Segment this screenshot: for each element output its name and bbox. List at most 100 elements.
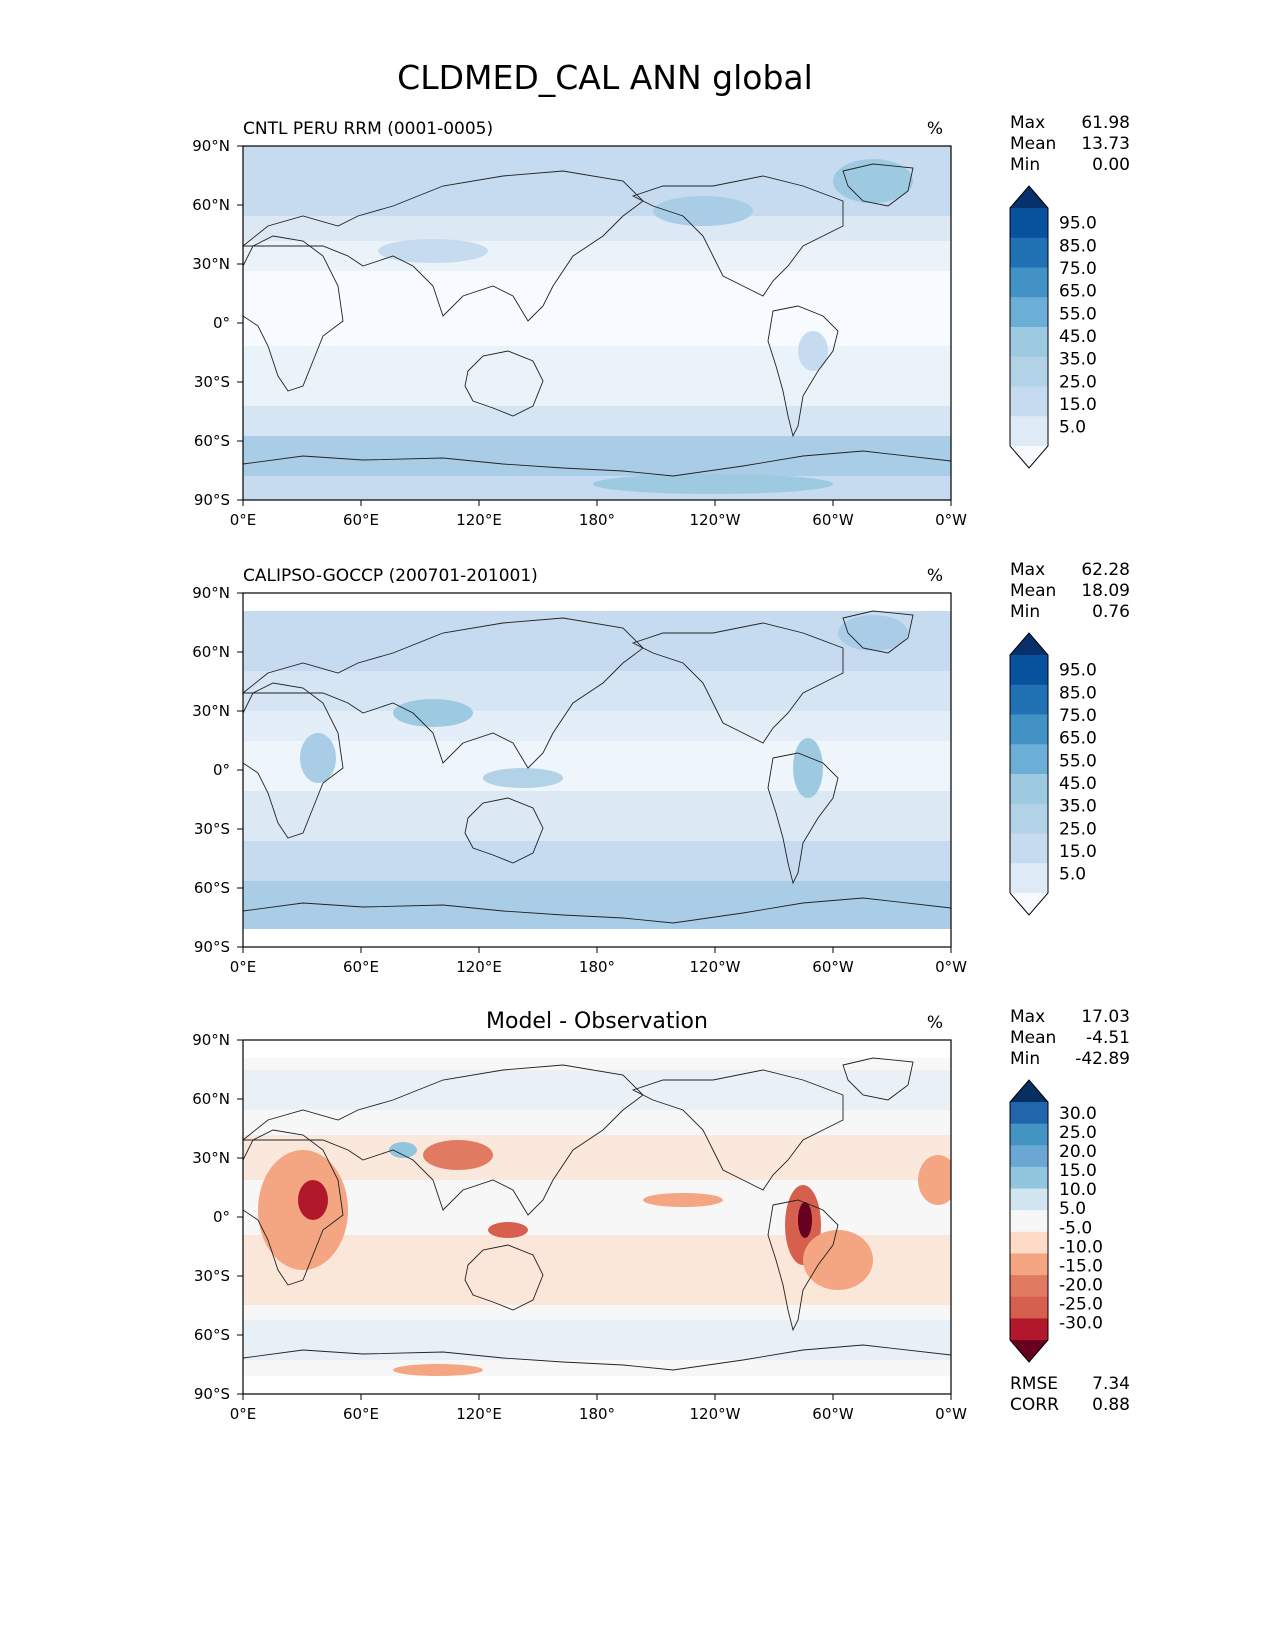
colorbar-label: 55.0 bbox=[1059, 751, 1097, 771]
colorbar-label: 20.0 bbox=[1059, 1142, 1097, 1162]
colorbar-segment bbox=[1010, 267, 1048, 298]
lon-tick-label: 180° bbox=[579, 511, 615, 529]
colorbar-label: 25.0 bbox=[1059, 819, 1097, 839]
lat-axis: 90°N 60°N 30°N 0° 30°S 60°S 90°S bbox=[192, 1031, 243, 1403]
lat-tick-label: 90°S bbox=[194, 1385, 230, 1403]
panel-units: % bbox=[927, 119, 943, 139]
colorbar-segment bbox=[1010, 1253, 1048, 1276]
colorbar-segment bbox=[1010, 327, 1048, 358]
colorbar-label: 65.0 bbox=[1059, 282, 1097, 302]
colorbar-label: -25.0 bbox=[1059, 1294, 1103, 1314]
colorbar-outline bbox=[1009, 632, 1049, 916]
figure-title: CLDMED_CAL ANN global bbox=[397, 58, 813, 97]
stat-max-value: 62.28 bbox=[1081, 560, 1130, 580]
colorbar-segment bbox=[1010, 356, 1048, 387]
lat-tick-label: 0° bbox=[213, 1208, 230, 1226]
side-legend-obs: Max 62.28 Mean 18.09 Min 0.76 95.085.0 75.0 65.… bbox=[1009, 560, 1130, 916]
colorbar-extend-bottom bbox=[1010, 1340, 1048, 1362]
stat-mean-label: Mean bbox=[1010, 134, 1056, 154]
colorbar-segment bbox=[1010, 863, 1048, 894]
lat-tick-label: 90°N bbox=[192, 137, 230, 155]
colorbar-label: 25.0 bbox=[1059, 372, 1097, 392]
stat-max-value: 61.98 bbox=[1081, 113, 1130, 133]
stat-mean-label: Mean bbox=[1010, 1028, 1056, 1048]
colorbar-extend-top bbox=[1010, 186, 1048, 208]
colorbar-segment bbox=[1010, 1231, 1048, 1254]
stat-max-label: Max bbox=[1010, 560, 1045, 580]
metric-rmse-label: RMSE bbox=[1010, 1374, 1058, 1394]
map-field-model bbox=[243, 146, 951, 500]
lat-tick-label: 0° bbox=[213, 761, 230, 779]
side-legend-model: Max 61.98 Mean 13.73 Min 0.00 95.085.0 75.0 65.… bbox=[1009, 113, 1130, 469]
coastlines bbox=[243, 163, 951, 477]
colorbar-segment bbox=[1010, 237, 1048, 268]
stat-mean-value: -4.51 bbox=[1086, 1028, 1130, 1048]
lat-tick-label: 60°S bbox=[194, 879, 230, 897]
lon-tick-label: 60°E bbox=[343, 1405, 379, 1423]
colorbar-segment bbox=[1010, 774, 1048, 805]
lat-tick-label: 30°S bbox=[194, 820, 230, 838]
colorbar-label: 45.0 bbox=[1059, 774, 1097, 794]
colorbar-segment bbox=[1010, 1275, 1048, 1298]
panel-diff: 90°N 60°N 30°N 0° 30°S 60°S 90°S 0°E 60°E 120°E 1… bbox=[192, 1009, 967, 1423]
colorbar-extend-top bbox=[1010, 633, 1048, 655]
colorbar: 95.085.0 75.0 65.055.0 45.0 35.025.0 15.0 5.0 bbox=[1009, 185, 1097, 469]
colorbar-outline bbox=[1009, 185, 1049, 469]
colorbar-label: 75.0 bbox=[1059, 259, 1097, 279]
stat-max-label: Max bbox=[1010, 1007, 1045, 1027]
stat-mean-label: Mean bbox=[1010, 581, 1056, 601]
colorbar-label: 15.0 bbox=[1059, 1161, 1097, 1181]
colorbar-label: 95.0 bbox=[1059, 214, 1097, 234]
lat-tick-label: 30°N bbox=[192, 1149, 230, 1167]
colorbar: 30.025.020.015.010.05.0-5.0-10.0-15.0-20… bbox=[1009, 1079, 1103, 1363]
colorbar-segment bbox=[1010, 714, 1048, 745]
panel-obs: 90°N 60°N 30°N 0° 30°S 60°S 90°S 0°E 60°E 120°E 1… bbox=[192, 566, 967, 976]
colorbar-segment bbox=[1010, 744, 1048, 775]
stat-mean-value: 13.73 bbox=[1081, 134, 1130, 154]
colorbar-label: -20.0 bbox=[1059, 1275, 1103, 1295]
colorbar-segment bbox=[1010, 803, 1048, 834]
colorbar: 95.085.0 75.0 65.055.0 45.0 35.025.0 15.0 5.0 bbox=[1009, 632, 1097, 916]
lon-tick-label: 120°E bbox=[456, 958, 502, 976]
lat-tick-label: 60°S bbox=[194, 1326, 230, 1344]
stat-min-value: 0.00 bbox=[1092, 155, 1130, 175]
colorbar-label: 85.0 bbox=[1059, 236, 1097, 256]
map-field-obs bbox=[243, 593, 951, 947]
colorbar-segment bbox=[1010, 684, 1048, 715]
map-field-diff bbox=[243, 1040, 951, 1394]
lon-tick-label: 120°E bbox=[456, 1405, 502, 1423]
stat-min-label: Min bbox=[1010, 155, 1040, 175]
colorbar-label: 85.0 bbox=[1059, 683, 1097, 703]
lat-tick-label: 0° bbox=[213, 314, 230, 332]
lon-tick-label: 120°W bbox=[690, 958, 741, 976]
colorbar-label: 5.0 bbox=[1059, 418, 1086, 438]
lat-tick-label: 30°N bbox=[192, 255, 230, 273]
lat-tick-label: 30°N bbox=[192, 702, 230, 720]
colorbar-label: 15.0 bbox=[1059, 395, 1097, 415]
colorbar-label: 10.0 bbox=[1059, 1180, 1097, 1200]
colorbar-label: 45.0 bbox=[1059, 327, 1097, 347]
colorbar-extend-top bbox=[1010, 1080, 1048, 1102]
lat-axis: 90°N 60°N 30°N 0° 30°S 60°S 90°S bbox=[192, 584, 243, 956]
coastlines bbox=[243, 610, 951, 924]
lat-tick-label: 90°S bbox=[194, 491, 230, 509]
lat-tick-label: 30°S bbox=[194, 1267, 230, 1285]
stat-mean-value: 18.09 bbox=[1081, 581, 1130, 601]
metrics-block: RMSE 7.34 CORR 0.88 bbox=[1010, 1374, 1130, 1415]
colorbar-label: -30.0 bbox=[1059, 1313, 1103, 1333]
colorbar-segment bbox=[1010, 1318, 1048, 1341]
lon-tick-label: 0°E bbox=[230, 958, 257, 976]
lat-tick-label: 60°N bbox=[192, 1090, 230, 1108]
stats-block: Max 62.28 Mean 18.09 Min 0.76 bbox=[1010, 560, 1130, 622]
colorbar-segment bbox=[1010, 1145, 1048, 1168]
panel-center-title: Model - Observation bbox=[486, 1009, 708, 1034]
colorbar-label: 5.0 bbox=[1059, 865, 1086, 885]
lat-tick-label: 60°S bbox=[194, 432, 230, 450]
colorbar-segment bbox=[1010, 1188, 1048, 1211]
lon-axis: 0°E 60°E 120°E 180° 120°W 60°W 0°W bbox=[230, 500, 967, 529]
colorbar-segment bbox=[1010, 208, 1048, 239]
metric-corr-label: CORR bbox=[1010, 1395, 1059, 1415]
metric-rmse-value: 7.34 bbox=[1092, 1374, 1130, 1394]
colorbar-segment bbox=[1010, 297, 1048, 328]
